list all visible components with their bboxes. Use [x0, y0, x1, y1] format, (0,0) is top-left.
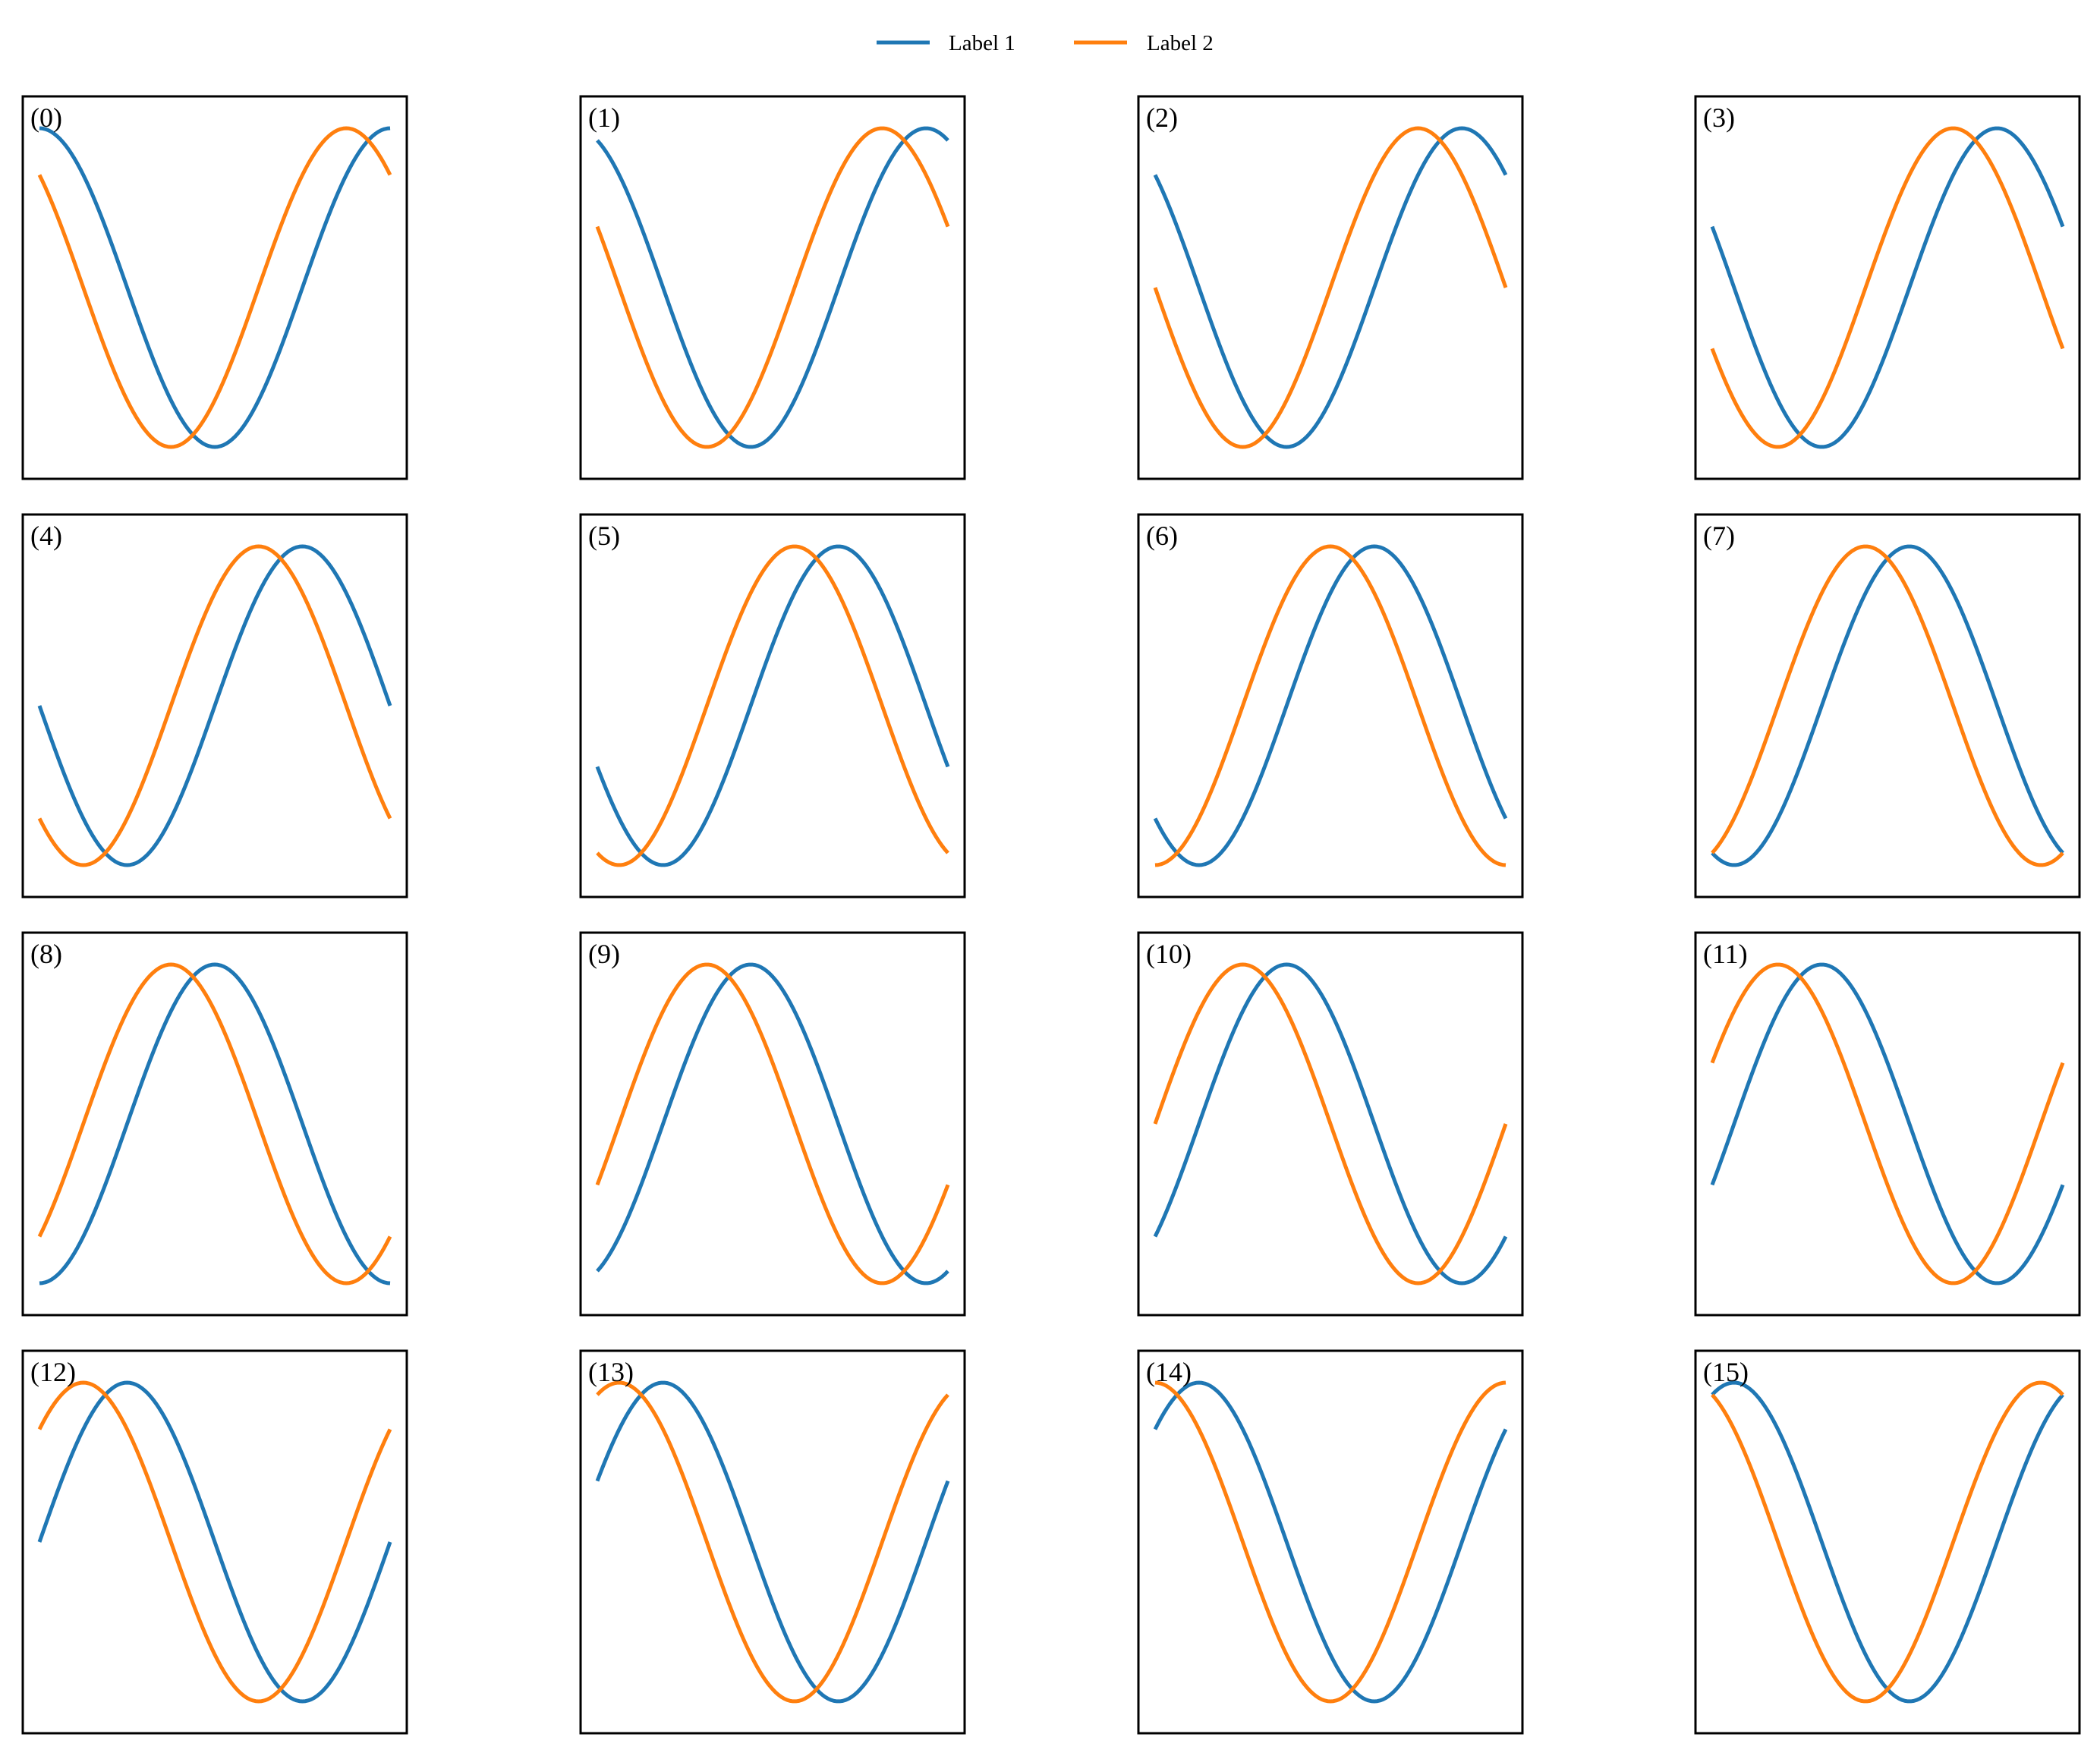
panel-14-series-2-line — [1154, 1380, 1507, 1704]
panel-10-frame — [1137, 931, 1524, 1317]
panel-12-label: (12) — [30, 1357, 76, 1387]
panel-11-label: (11) — [1703, 939, 1748, 969]
panel-2-frame — [1137, 95, 1524, 480]
panel-1-series-1-line — [596, 126, 949, 449]
panel-13-frame — [579, 1349, 966, 1735]
legend-text-label-2: Label 2 — [1147, 31, 1214, 55]
panel-1-series-2-line — [595, 126, 950, 449]
panel-5: (5) — [579, 513, 966, 898]
panel-14-series-1-line — [1153, 1380, 1508, 1704]
panel-grid: (0) (1) (2) (3) (4) (5) (6) (7) (8) (9) (10) (11) (1… — [21, 95, 2081, 1735]
panel-3-series-1-line — [1710, 126, 2065, 449]
panel-5-series-2-line — [596, 544, 949, 867]
panel-13-label: (13) — [588, 1357, 634, 1387]
panel-8-series-2-line — [37, 962, 392, 1286]
panel-13-series-1-line — [595, 1380, 950, 1704]
panel-6-series-2-line — [1154, 544, 1507, 867]
panel-14-label: (14) — [1146, 1357, 1192, 1387]
panel-0: (0) — [21, 95, 408, 480]
panel-9-frame — [579, 931, 966, 1317]
panel-4-series-2-line — [37, 544, 392, 867]
panel-8-frame — [21, 931, 408, 1317]
panel-13: (13) — [579, 1349, 966, 1735]
panel-4: (4) — [21, 513, 408, 898]
panel-10: (10) — [1137, 931, 1524, 1317]
panel-5-label: (5) — [588, 521, 620, 551]
panel-7-series-1-line — [1711, 544, 2064, 867]
legend: Label 1 Label 2 — [877, 31, 1214, 55]
panel-3-label: (3) — [1703, 102, 1735, 133]
panel-0-label: (0) — [30, 102, 62, 133]
panel-11: (11) — [1694, 931, 2081, 1317]
panel-4-series-1-line — [37, 544, 392, 867]
panel-9-label: (9) — [588, 939, 620, 969]
panel-14: (14) — [1137, 1349, 1524, 1735]
panel-7: (7) — [1694, 513, 2081, 898]
panel-15-series-2-line — [1711, 1380, 2064, 1704]
panel-15-label: (15) — [1703, 1357, 1749, 1387]
panel-12-series-1-line — [37, 1380, 392, 1704]
panel-0-frame — [21, 95, 408, 480]
panel-7-frame — [1694, 513, 2081, 898]
panel-10-label: (10) — [1146, 939, 1192, 969]
panel-0-series-2-line — [37, 126, 392, 449]
panel-15-frame — [1694, 1349, 2081, 1735]
panel-6-series-1-line — [1153, 544, 1508, 867]
panel-10-series-1-line — [1153, 962, 1508, 1286]
panel-8: (8) — [21, 931, 408, 1317]
panel-10-series-2-line — [1153, 962, 1508, 1286]
panel-12-frame — [21, 1349, 408, 1735]
panel-7-label: (7) — [1703, 521, 1735, 551]
panel-11-series-2-line — [1710, 962, 2065, 1286]
panel-15-series-1-line — [1711, 1380, 2064, 1704]
panel-15: (15) — [1694, 1349, 2081, 1735]
panel-13-series-2-line — [596, 1380, 949, 1704]
panel-0-series-1-line — [39, 126, 391, 449]
panel-14-frame — [1137, 1349, 1524, 1735]
panel-7-series-2-line — [1711, 544, 2064, 867]
panel-2: (2) — [1137, 95, 1524, 480]
panel-1: (1) — [579, 95, 966, 480]
panel-11-series-1-line — [1710, 962, 2065, 1286]
panel-12: (12) — [21, 1349, 408, 1735]
panel-2-series-2-line — [1153, 126, 1508, 449]
panel-2-label: (2) — [1146, 102, 1178, 133]
panel-9: (9) — [579, 931, 966, 1317]
panel-4-frame — [21, 513, 408, 898]
panel-8-series-1-line — [39, 962, 391, 1286]
panel-5-series-1-line — [595, 544, 950, 867]
panel-3-frame — [1694, 95, 2081, 480]
panel-9-series-1-line — [596, 962, 949, 1286]
panel-5-frame — [579, 513, 966, 898]
legend-text-label-1: Label 1 — [949, 31, 1015, 55]
panel-11-frame — [1694, 931, 2081, 1317]
panel-1-frame — [579, 95, 966, 480]
panel-8-label: (8) — [30, 939, 62, 969]
panel-3: (3) — [1694, 95, 2081, 480]
panel-9-series-2-line — [595, 962, 950, 1286]
panel-2-series-1-line — [1153, 126, 1508, 449]
panel-4-label: (4) — [30, 521, 62, 551]
panel-12-series-2-line — [37, 1380, 392, 1704]
panel-6-label: (6) — [1146, 521, 1178, 551]
panel-3-series-2-line — [1710, 126, 2065, 449]
panel-6-frame — [1137, 513, 1524, 898]
panel-1-label: (1) — [588, 102, 620, 133]
panel-6: (6) — [1137, 513, 1524, 898]
